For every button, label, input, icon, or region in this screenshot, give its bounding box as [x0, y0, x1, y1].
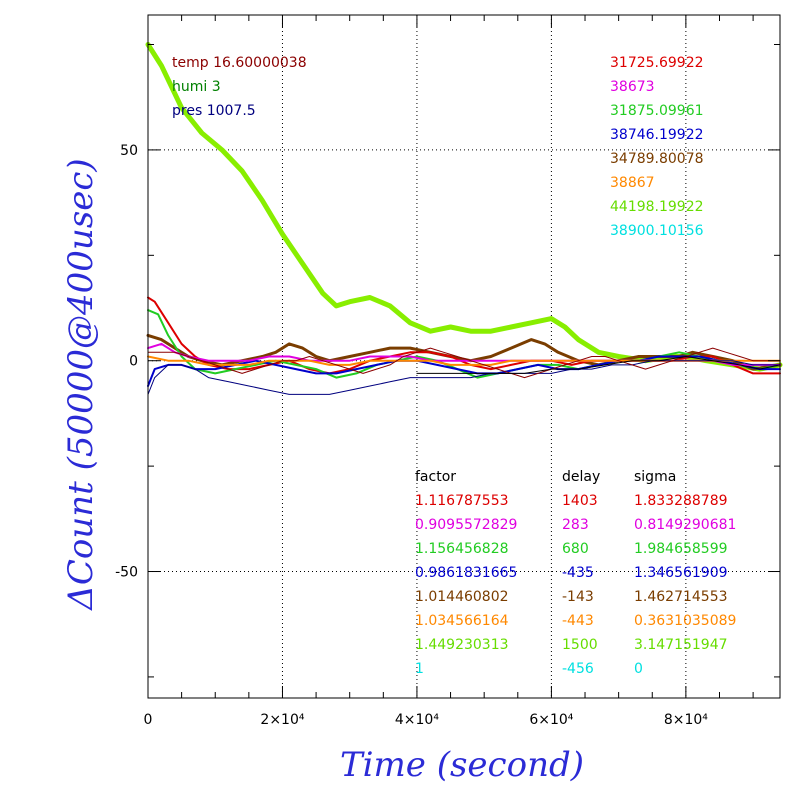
- y-tick-label: -50: [115, 565, 138, 581]
- x-tick-label: 2×10⁴: [260, 712, 304, 728]
- env-label: humi 3: [172, 79, 221, 95]
- series-line: [416, 356, 781, 374]
- table-cell-sigma: 0.8149290681: [634, 517, 736, 533]
- table-cell-delay: 1500: [562, 637, 598, 653]
- env-label: temp 16.60000038: [172, 55, 307, 71]
- baseline-value: 31875.09961: [610, 103, 704, 119]
- table-cell-sigma: 1.833288789: [634, 493, 728, 509]
- table-cell-factor: 1.156456828: [415, 541, 509, 557]
- table-cell-sigma: 1.462714553: [634, 589, 728, 605]
- baseline-value: 44198.19922: [610, 199, 704, 215]
- y-axis-title: ΔCount (50000@400usec): [61, 158, 101, 611]
- x-tick-label: 6×10⁴: [529, 712, 573, 728]
- table-cell-factor: 1.034566164: [415, 613, 509, 629]
- series-line: [147, 347, 781, 379]
- table-cell-delay: 1403: [562, 493, 598, 509]
- table-cell-factor: 0.9861831665: [415, 565, 517, 581]
- baseline-value: 31725.69922: [610, 55, 704, 71]
- table-header: delay: [562, 469, 600, 485]
- baseline-value: 38900.10156: [610, 223, 704, 239]
- baseline-value: 34789.80078: [610, 151, 704, 167]
- series-layer: [145, 42, 783, 395]
- table-cell-sigma: 1.346561909: [634, 565, 728, 581]
- series-line: [147, 360, 781, 395]
- table-cell-factor: 1: [415, 661, 424, 677]
- table-cell-factor: 0.9095572829: [415, 517, 517, 533]
- table-cell-delay: -456: [562, 661, 594, 677]
- x-axis-title: Time (second): [340, 745, 584, 785]
- env-label: pres 1007.5: [172, 103, 256, 119]
- axis-ticks: 0 2×10⁴ 4×10⁴ 6×10⁴ 8×10⁴ 50 0 -50: [115, 15, 780, 728]
- table-cell-delay: 680: [562, 541, 589, 557]
- table-cell-delay: 283: [562, 517, 589, 533]
- table-cell-sigma: 3.147151947: [634, 637, 728, 653]
- table-cell-sigma: 1.984658599: [634, 541, 728, 557]
- annotations: temp 16.60000038 humi 3 pres 1007.5 31725.6…: [172, 55, 736, 677]
- baseline-value: 38867: [610, 175, 655, 191]
- table-cell-delay: -435: [562, 565, 594, 581]
- table-cell-delay: -143: [562, 589, 594, 605]
- baseline-value: 38746.19922: [610, 127, 704, 143]
- table-cell-sigma: 0.3631035089: [634, 613, 736, 629]
- y-tick-label: 50: [120, 143, 138, 159]
- plot-frame: [147, 14, 781, 699]
- table-cell-delay: -443: [562, 613, 594, 629]
- baseline-value: 38673: [610, 79, 655, 95]
- y-tick-label: 0: [129, 354, 138, 370]
- table-cell-factor: 1.014460802: [415, 589, 509, 605]
- x-tick-label: 8×10⁴: [664, 712, 708, 728]
- table-cell-factor: 1.116787553: [415, 493, 509, 509]
- table-cell-factor: 1.449230313: [415, 637, 509, 653]
- table-header: factor: [415, 469, 456, 485]
- table-header: sigma: [634, 469, 676, 485]
- x-tick-label: 0: [144, 712, 153, 728]
- series-line: [147, 309, 781, 379]
- x-tick-label: 4×10⁴: [395, 712, 439, 728]
- table-cell-sigma: 0: [634, 661, 643, 677]
- series-line: [147, 355, 781, 387]
